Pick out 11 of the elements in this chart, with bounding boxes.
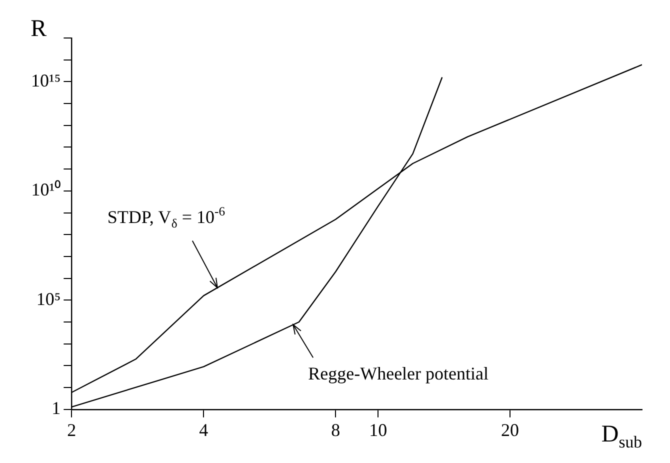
x-tick-label: 8 [331,420,340,440]
y-tick-label: 10¹⁰ [31,180,61,200]
y-tick-label: 10¹⁵ [31,70,61,90]
x-tick-label: 4 [199,420,208,440]
annotation: Regge-Wheeler potential [308,364,489,384]
y-tick-label: 10⁵ [36,288,61,309]
x-tick-label: 20 [501,420,520,440]
y-axis-title: R [30,16,47,42]
y-tick-label: 1 [52,398,61,418]
x-tick-label: 2 [67,420,76,440]
x-tick-label: 10 [369,420,388,440]
